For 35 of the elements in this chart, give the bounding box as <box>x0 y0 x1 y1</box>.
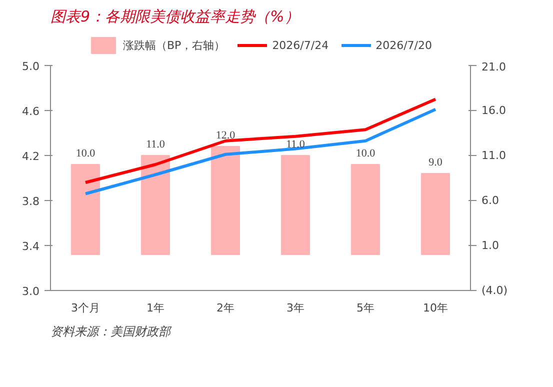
y-tick-label: 3.0 <box>22 285 40 298</box>
bar <box>141 155 170 255</box>
data-label: 11.0 <box>286 138 306 150</box>
text: 资料来源：美国财政部 <box>50 324 172 338</box>
bar <box>71 164 100 255</box>
x-tick-label: 10年 <box>423 302 448 314</box>
y2-tick-label: 1.0 <box>482 239 499 252</box>
data-label: 11.0 <box>146 138 166 150</box>
y-tick-label: 5.0 <box>22 60 40 73</box>
bar <box>211 146 240 255</box>
legend-label: 涨跌幅（BP，右轴） <box>123 38 226 52</box>
y-tick-label: 3.4 <box>22 240 40 253</box>
legend-label: 2026/7/24 <box>272 38 329 52</box>
bar <box>421 173 450 255</box>
y2-tick-label: 6.0 <box>482 194 499 207</box>
bar <box>281 155 310 255</box>
x-tick-label: 5年 <box>356 302 374 314</box>
bar <box>351 164 380 255</box>
y2-tick-label: 21.0 <box>482 60 506 74</box>
y2-tick-label: (4.0) <box>482 284 508 297</box>
x-tick-label: 2年 <box>216 302 234 314</box>
x-tick-label: 1年 <box>146 302 164 314</box>
data-label: 12.0 <box>216 130 236 142</box>
data-label: 10.0 <box>76 148 96 160</box>
y-tick-label: 3.8 <box>22 195 40 208</box>
y2-tick-label: 16.0 <box>482 104 506 117</box>
y2-tick-label: 11.0 <box>482 149 506 162</box>
legend-label: 2026/7/20 <box>376 38 432 52</box>
y-tick-label: 4.6 <box>22 105 40 118</box>
x-tick-label: 3年 <box>286 302 304 314</box>
y-tick-label: 4.2 <box>22 150 40 163</box>
x-tick-label: 3个月 <box>71 302 100 314</box>
chart-title: 图表9：各期限美债收益率走势（%） <box>50 8 300 26</box>
data-label: 10.0 <box>356 148 376 160</box>
data-label: 9.0 <box>428 156 443 168</box>
